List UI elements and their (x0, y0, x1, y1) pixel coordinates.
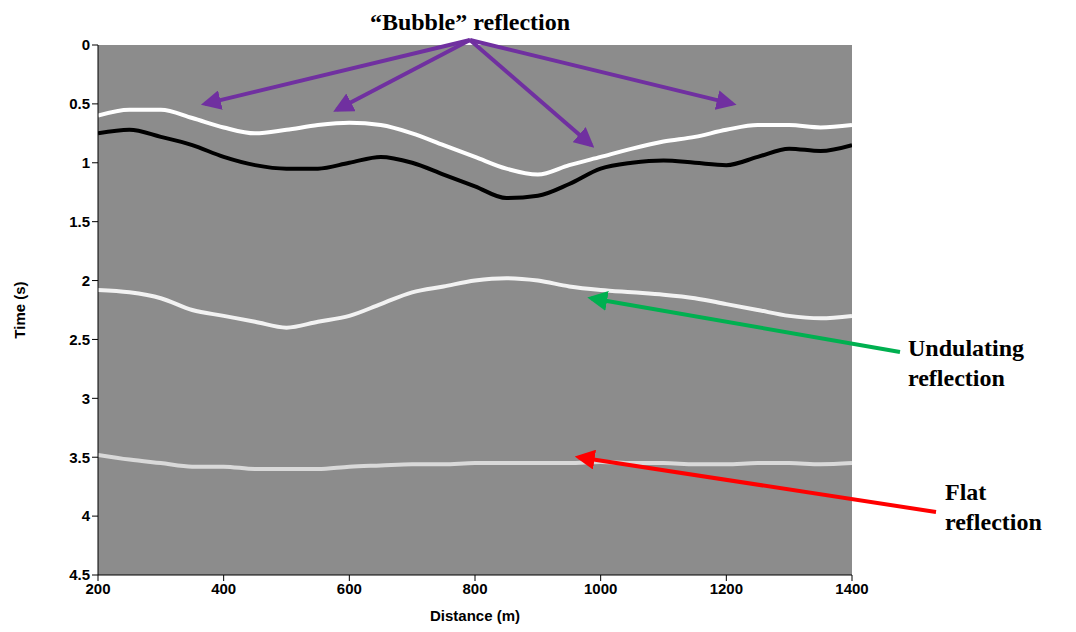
svg-text:200: 200 (85, 579, 111, 597)
svg-text:reflection: reflection (908, 365, 1005, 391)
svg-text:3: 3 (82, 390, 90, 407)
svg-text:2: 2 (82, 272, 90, 289)
svg-text:Distance (m): Distance (m) (430, 607, 520, 624)
svg-text:1000: 1000 (584, 580, 617, 597)
svg-text:2.5: 2.5 (69, 331, 90, 348)
svg-text:1200: 1200 (710, 580, 743, 597)
svg-text:0: 0 (82, 36, 90, 53)
svg-text:Undulating: Undulating (908, 335, 1024, 361)
svg-text:“Bubble” reflection: “Bubble” reflection (370, 9, 570, 35)
svg-text:Time (s): Time (s) (11, 281, 28, 338)
svg-text:Flat: Flat (945, 479, 986, 505)
svg-text:1400: 1400 (835, 580, 868, 597)
svg-text:1.5: 1.5 (69, 213, 90, 230)
svg-text:600: 600 (337, 580, 362, 597)
svg-text:0.5: 0.5 (69, 95, 90, 112)
svg-text:800: 800 (462, 580, 487, 597)
svg-text:400: 400 (211, 580, 236, 597)
svg-text:4.5: 4.5 (69, 566, 90, 583)
svg-text:4: 4 (82, 507, 91, 524)
svg-text:3.5: 3.5 (69, 449, 90, 466)
svg-text:1: 1 (82, 154, 90, 171)
svg-text:reflection: reflection (945, 509, 1042, 535)
